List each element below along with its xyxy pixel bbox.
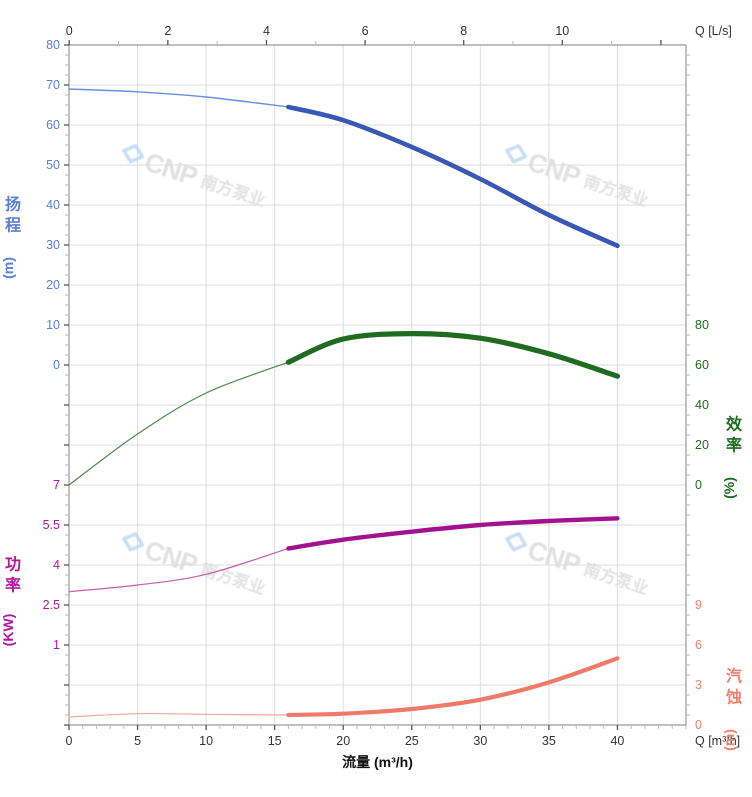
svg-text:汽: 汽: [726, 666, 742, 685]
svg-text:5: 5: [134, 734, 141, 748]
svg-text:35: 35: [542, 734, 556, 748]
svg-text:1: 1: [53, 638, 60, 652]
svg-text:效: 效: [726, 414, 742, 433]
svg-text:蚀: 蚀: [725, 687, 742, 706]
svg-text:9: 9: [695, 598, 702, 612]
svg-text:(m): (m): [721, 729, 737, 751]
svg-text:40: 40: [610, 734, 624, 748]
svg-text:70: 70: [46, 78, 60, 92]
svg-text:功: 功: [5, 555, 21, 573]
svg-text:0: 0: [66, 24, 73, 38]
svg-text:30: 30: [46, 238, 60, 252]
svg-text:(KW): (KW): [0, 614, 16, 647]
svg-text:2.5: 2.5: [43, 598, 60, 612]
svg-text:3: 3: [695, 678, 702, 692]
svg-text:6: 6: [695, 638, 702, 652]
svg-text:Q [L/s]: Q [L/s]: [695, 24, 732, 38]
svg-text:80: 80: [695, 318, 709, 332]
svg-text:0: 0: [695, 478, 702, 492]
svg-text:15: 15: [268, 734, 282, 748]
svg-text:4: 4: [53, 558, 60, 572]
svg-text:20: 20: [336, 734, 350, 748]
svg-text:率: 率: [5, 575, 21, 594]
svg-text:40: 40: [695, 398, 709, 412]
svg-text:10: 10: [46, 318, 60, 332]
svg-text:10: 10: [199, 734, 213, 748]
svg-text:0: 0: [695, 718, 702, 732]
svg-text:7: 7: [53, 478, 60, 492]
svg-text:50: 50: [46, 158, 60, 172]
svg-text:程: 程: [5, 216, 21, 234]
svg-text:40: 40: [46, 198, 60, 212]
svg-text:(m): (m): [0, 257, 16, 279]
svg-text:0: 0: [53, 358, 60, 372]
svg-text:扬: 扬: [5, 194, 21, 213]
svg-text:80: 80: [46, 38, 60, 52]
svg-text:率: 率: [726, 435, 742, 454]
svg-text:60: 60: [695, 358, 709, 372]
svg-text:4: 4: [263, 24, 270, 38]
svg-text:0: 0: [66, 734, 73, 748]
svg-text:(%): (%): [721, 477, 737, 499]
svg-text:30: 30: [473, 734, 487, 748]
svg-text:2: 2: [164, 24, 171, 38]
svg-text:流量 (m³/h): 流量 (m³/h): [342, 754, 413, 770]
svg-text:25: 25: [405, 734, 419, 748]
svg-text:10: 10: [555, 24, 569, 38]
svg-text:6: 6: [362, 24, 369, 38]
svg-text:20: 20: [46, 278, 60, 292]
svg-text:8: 8: [460, 24, 467, 38]
svg-text:20: 20: [695, 438, 709, 452]
svg-text:60: 60: [46, 118, 60, 132]
svg-text:5.5: 5.5: [43, 518, 60, 532]
